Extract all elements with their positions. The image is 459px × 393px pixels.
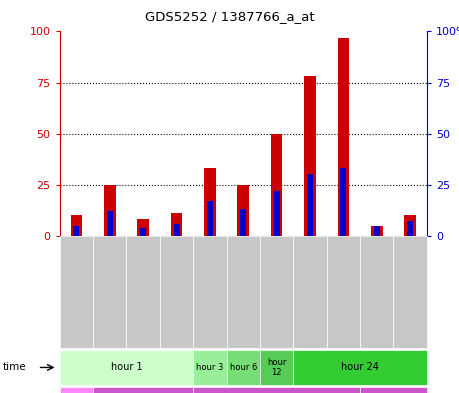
Bar	[304, 76, 316, 236]
Bar	[237, 185, 249, 236]
Bar	[341, 168, 347, 236]
Bar	[140, 228, 146, 236]
Text: hour 6: hour 6	[230, 363, 257, 372]
Bar	[207, 201, 213, 236]
Text: hour 3: hour 3	[196, 363, 224, 372]
Bar	[104, 185, 116, 236]
Bar	[240, 209, 246, 236]
Text: GDS5252 / 1387766_a_at: GDS5252 / 1387766_a_at	[145, 10, 314, 23]
Bar	[204, 168, 216, 236]
Bar	[71, 215, 82, 236]
Bar	[137, 219, 149, 236]
Bar	[407, 222, 413, 236]
Text: time: time	[2, 362, 26, 373]
Bar	[274, 191, 280, 236]
Bar	[107, 211, 113, 236]
Text: hour 24: hour 24	[341, 362, 379, 373]
Bar	[404, 215, 416, 236]
Bar	[171, 213, 182, 236]
Bar	[337, 38, 349, 236]
Bar	[307, 174, 313, 236]
Bar	[271, 134, 282, 236]
Bar	[73, 226, 79, 236]
Bar	[371, 226, 383, 236]
Bar	[374, 226, 380, 236]
Text: hour 1: hour 1	[111, 362, 142, 373]
Text: hour
12: hour 12	[267, 358, 286, 377]
Bar	[174, 224, 179, 236]
